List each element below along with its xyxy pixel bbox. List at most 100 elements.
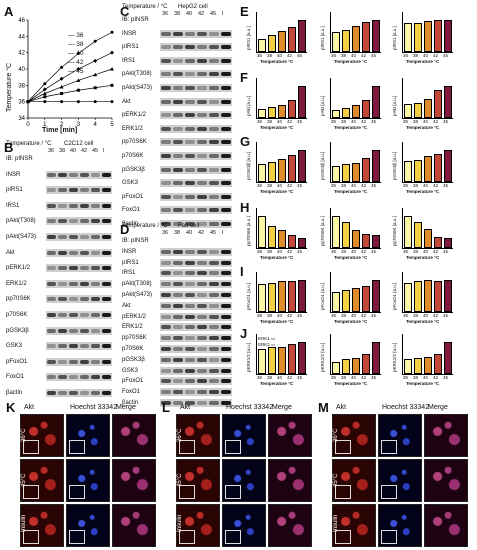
lane-label: 45 [210, 230, 217, 236]
blot-strip [160, 43, 232, 52]
blot-band [91, 235, 100, 239]
blot-band [173, 222, 183, 226]
blot-band [221, 303, 231, 308]
blot-band [197, 126, 207, 131]
blot-band [91, 266, 100, 271]
bar-x-tick: 38 [267, 53, 273, 58]
micrograph-merge [112, 459, 156, 502]
blot-band [161, 249, 171, 254]
blot-band [91, 188, 100, 193]
blot-band [197, 194, 207, 199]
blot-band [173, 325, 183, 330]
blot-strip [46, 201, 112, 210]
blot-band [197, 293, 207, 297]
bar-xlabel: Temperature °C [334, 319, 368, 324]
micro-row-label: Insulin [333, 514, 339, 532]
bar-ylabel: pAkt [a.u.] [392, 95, 397, 116]
micrograph-blue [378, 504, 422, 547]
bar-ylabel: pERK1/2 [a.u.] [392, 342, 397, 372]
blot-band [173, 390, 183, 395]
blot-band [173, 336, 183, 341]
legend-item: — 42 [68, 59, 84, 66]
series-38-point [60, 92, 64, 95]
blot-band [161, 58, 171, 63]
panel-label-e: E [240, 4, 249, 19]
bar-chart-h-1 [256, 208, 307, 249]
bar-xlabel: Temperature °C [406, 59, 440, 64]
blot-band [161, 390, 171, 395]
blot-row-label: pERK1/2 [6, 265, 31, 272]
lane-label: 45 [210, 11, 217, 17]
blot-band [47, 344, 56, 349]
bar-x-tick: 38 [413, 183, 419, 188]
bar [342, 30, 350, 52]
blot-band [221, 86, 231, 90]
blot-band [221, 72, 231, 77]
blot-band [47, 359, 56, 364]
blot-row-label: INSR [122, 248, 137, 255]
blot-band [161, 194, 171, 199]
blot-band [47, 266, 56, 271]
blot-band [58, 375, 67, 380]
blot-strip [46, 170, 112, 179]
bar-xlabel: Temperature °C [334, 59, 368, 64]
bar-x-tick: 42 [361, 249, 367, 254]
bar-ylabel: pIRS1 [a.u.] [246, 26, 251, 50]
bar [414, 159, 422, 182]
blot-band [173, 368, 183, 373]
blot-band [197, 154, 207, 158]
blot-band [209, 45, 219, 50]
bar-chart-g-3 [402, 142, 453, 183]
micrograph-blue [222, 459, 266, 502]
bar [268, 34, 276, 52]
blot-band [185, 222, 195, 226]
bar-x-tick: 36 [257, 313, 263, 318]
bar [352, 26, 360, 52]
series-38-line [27, 84, 113, 103]
temperature-label: Temperature / °C [6, 141, 52, 147]
blot-band [161, 401, 171, 405]
bar [342, 107, 350, 118]
blot-row-label: GSK3 [6, 343, 23, 350]
blot-band [209, 282, 219, 287]
bar [332, 166, 340, 182]
blot-band [58, 328, 67, 333]
bar-xlabel: Temperature °C [406, 255, 440, 260]
blot-band [209, 293, 219, 297]
blot-band [221, 113, 231, 118]
bar-ylabel: pFoxO1 [a.u.] [246, 282, 251, 310]
bar-x-tick: 38 [267, 375, 273, 380]
blot-row-label: FoxO1 [122, 207, 141, 214]
blot-band [161, 357, 171, 362]
x-tick-label: 2 [60, 122, 64, 128]
blot-band [209, 314, 219, 319]
y-tick-label: 36 [18, 100, 25, 106]
bar [444, 280, 452, 312]
blot-strip [46, 342, 112, 351]
bar-x-tick: 45 [297, 53, 303, 58]
bar [434, 236, 442, 248]
bar-x-tick: 42 [433, 249, 439, 254]
blot-row-label: IRS1 [122, 57, 136, 64]
bar [414, 358, 422, 374]
lane-label: 36 [48, 148, 55, 154]
blot-band [209, 167, 219, 172]
blot-band [209, 58, 219, 63]
blot-band [91, 297, 100, 302]
bar-x-tick: 36 [331, 53, 337, 58]
series-42-point [59, 76, 64, 81]
bar [298, 86, 306, 118]
blot-row-label: pIRS1 [122, 44, 139, 51]
blot-band [185, 347, 195, 351]
bar [362, 233, 370, 248]
blot-strip [160, 152, 232, 160]
lane-label: 38 [174, 11, 181, 17]
blot-band [69, 172, 78, 177]
micrograph-merge [268, 504, 312, 547]
blot-band [197, 260, 207, 265]
bar [434, 20, 442, 52]
bar-xlabel: Temperature °C [260, 255, 294, 260]
blot-band [209, 126, 219, 131]
blot-band [185, 260, 195, 265]
series-36-point [93, 100, 97, 104]
